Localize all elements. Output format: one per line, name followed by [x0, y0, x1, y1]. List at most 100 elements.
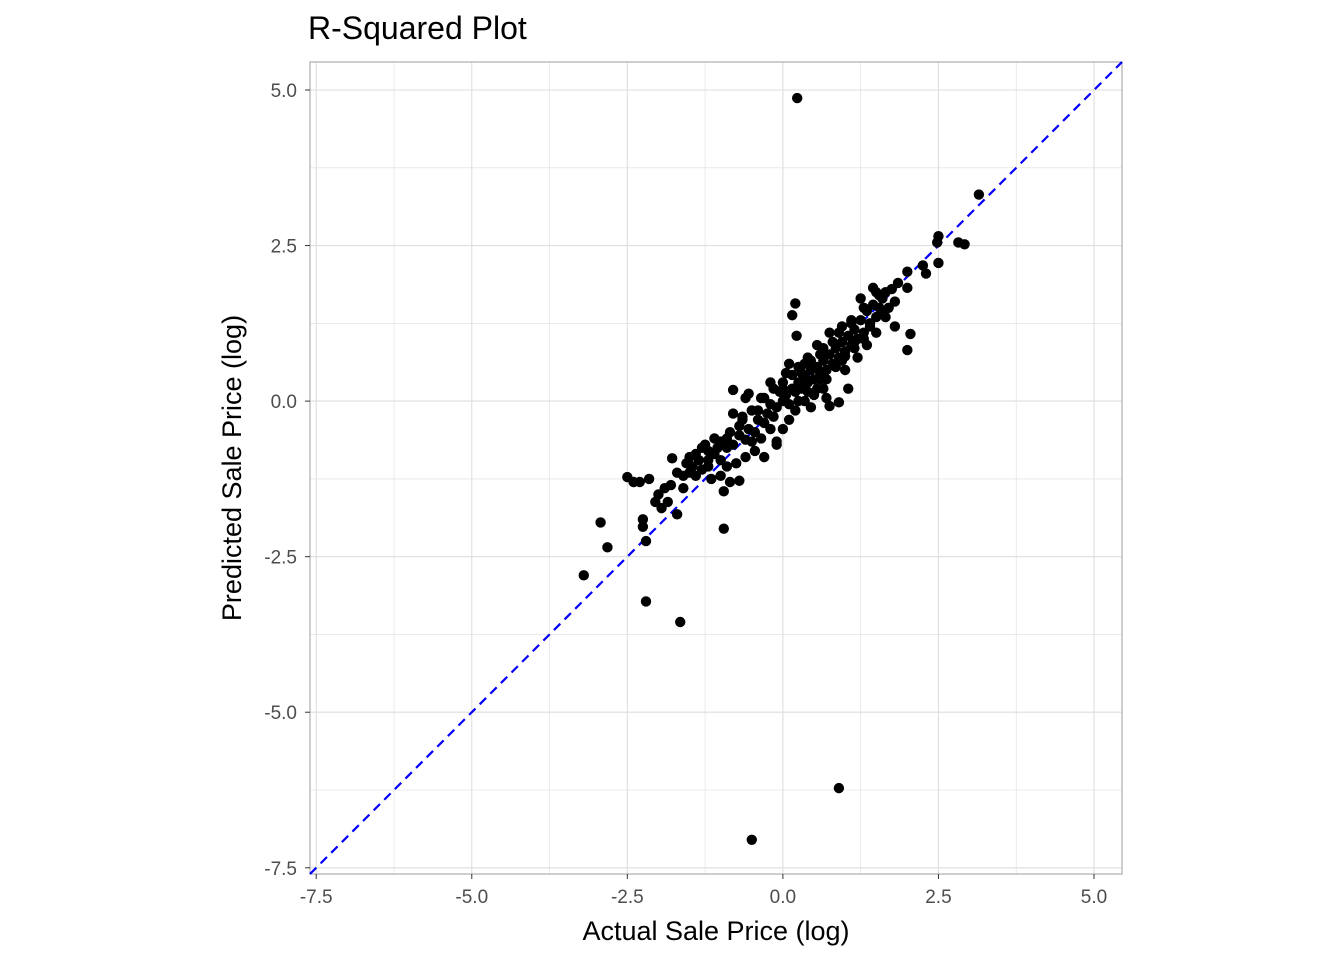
- data-point: [671, 509, 683, 520]
- data-point: [675, 616, 686, 628]
- data-point: [833, 397, 845, 408]
- panel-border: [309, 61, 1123, 875]
- data-point: [715, 470, 726, 481]
- data-point: [671, 467, 683, 478]
- data-point: [920, 268, 932, 279]
- data-point: [727, 384, 739, 396]
- data-point: [640, 596, 652, 607]
- data-point: [718, 486, 729, 497]
- data-point: [933, 257, 944, 269]
- data-point: [724, 476, 736, 488]
- data-point: [637, 514, 649, 525]
- data-point: [959, 239, 970, 250]
- data-point: [634, 476, 645, 488]
- data-point: [746, 834, 757, 845]
- data-point: [889, 296, 901, 307]
- data-point: [771, 436, 782, 447]
- data-point: [765, 377, 776, 388]
- data-point: [752, 405, 764, 416]
- data-point: [902, 282, 913, 294]
- data-point: [709, 433, 720, 444]
- data-point: [858, 333, 869, 345]
- data-point: [805, 402, 817, 413]
- data-point: [696, 464, 708, 475]
- data-point: [653, 489, 664, 500]
- x-tick-label: -5.0: [455, 887, 488, 908]
- x-tick-label: 0.0: [770, 887, 796, 908]
- data-point: [846, 315, 857, 326]
- data-point: [833, 327, 845, 338]
- data-point: [843, 383, 854, 394]
- data-point: [833, 782, 845, 794]
- data-point: [755, 433, 767, 444]
- y-tick-label: -7.5: [264, 859, 297, 880]
- x-tick-label: -7.5: [300, 887, 333, 908]
- data-point: [793, 395, 804, 407]
- data-point: [783, 358, 795, 369]
- data-point: [640, 535, 652, 547]
- data-point: [783, 414, 795, 425]
- data-point: [681, 458, 692, 469]
- data-point: [802, 386, 813, 397]
- data-point: [712, 442, 723, 453]
- data-point: [902, 344, 913, 356]
- data-point: [839, 364, 851, 376]
- data-point: [871, 287, 882, 298]
- data-point: [874, 302, 885, 313]
- data-point: [790, 405, 801, 416]
- data-point: [892, 277, 904, 289]
- data-point: [849, 336, 860, 348]
- y-tick-label: 0.0: [271, 392, 297, 413]
- data-point: [737, 411, 748, 422]
- data-point: [852, 352, 863, 363]
- y-tick-label: 5.0: [271, 81, 297, 102]
- data-point: [791, 330, 802, 341]
- y-axis-title: Predicted Sale Price (log): [217, 315, 247, 621]
- data-point: [743, 388, 754, 399]
- data-point: [905, 328, 916, 340]
- data-point: [777, 383, 789, 394]
- data-point: [821, 392, 832, 404]
- x-tick-label: 2.5: [925, 887, 951, 908]
- data-point: [827, 336, 838, 348]
- data-point: [787, 369, 798, 381]
- data-point: [787, 310, 798, 321]
- data-point: [932, 237, 943, 248]
- reference-line-layer: [309, 61, 1123, 875]
- data-point: [917, 260, 929, 271]
- data-point: [777, 423, 789, 435]
- data-point: [765, 399, 776, 410]
- reference-line-y-equals-x: [309, 61, 1123, 875]
- data-point: [811, 383, 823, 394]
- data-point: [818, 343, 829, 354]
- data-point: [821, 374, 832, 385]
- data-point: [889, 321, 901, 332]
- y-tick-label: 2.5: [271, 237, 297, 258]
- data-point: [666, 453, 678, 464]
- data-point: [662, 496, 673, 508]
- data-point: [678, 483, 689, 494]
- data-point: [731, 458, 742, 469]
- data-point: [765, 423, 776, 435]
- data-point: [902, 266, 913, 277]
- data-point: [880, 311, 891, 323]
- x-tick-label: -2.5: [611, 887, 644, 908]
- data-point: [703, 455, 714, 466]
- ticks-layer: -7.5 -5.0 -2.5 0.0 2.5 5.0 -7.5 -5.0 -2.5 0.0 2.5 5…: [264, 81, 1107, 908]
- data-point: [637, 521, 649, 532]
- data-point: [973, 189, 985, 200]
- data-point: [793, 361, 804, 373]
- data-point: [721, 461, 733, 472]
- chart-title: R-Squared Plot: [308, 10, 527, 46]
- data-point: [721, 433, 733, 444]
- data-point: [759, 451, 770, 463]
- x-tick-label: 5.0: [1081, 887, 1107, 908]
- data-point: [824, 327, 835, 338]
- data-point: [858, 302, 869, 313]
- data-point: [718, 523, 729, 534]
- data-point: [824, 400, 835, 412]
- grid-layer: [310, 62, 1122, 874]
- x-axis-title: Actual Sale Price (log): [582, 916, 849, 946]
- data-point: [734, 420, 745, 432]
